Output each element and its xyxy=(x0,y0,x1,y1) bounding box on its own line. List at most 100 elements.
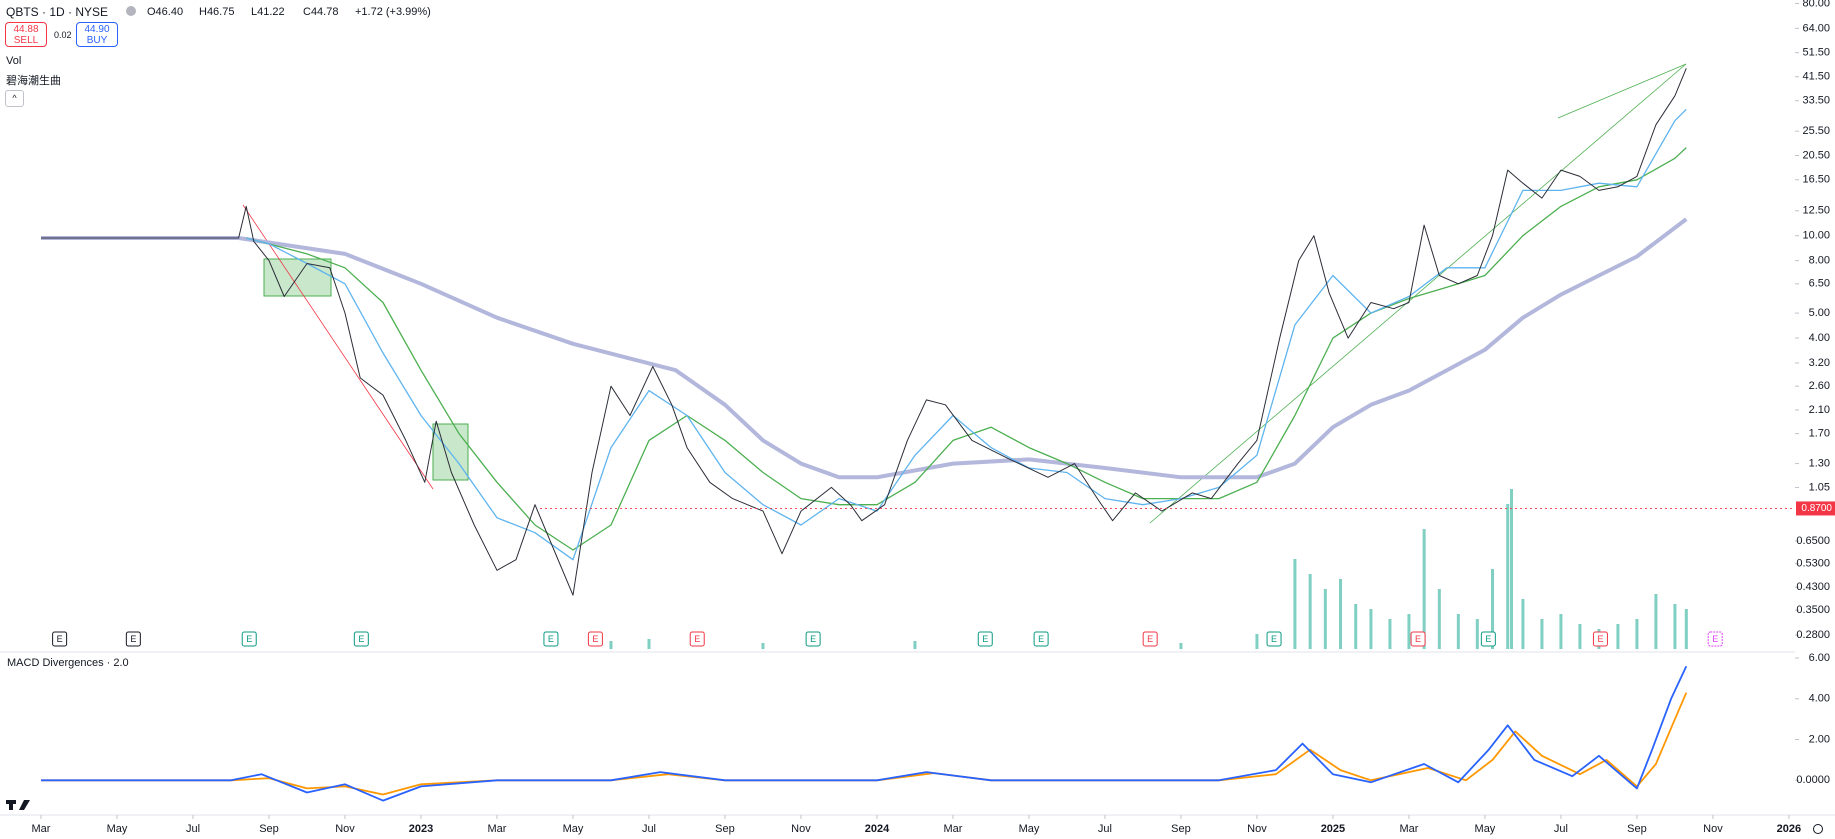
earnings-label: E xyxy=(1485,634,1491,644)
earnings-label: E xyxy=(358,634,364,644)
x-tick-label: Nov xyxy=(791,823,811,835)
high: H46.75 xyxy=(199,6,235,18)
y-tick-label: 80.00 xyxy=(1802,0,1830,9)
y-tick-label: 1.05 xyxy=(1809,481,1830,493)
volume-bar xyxy=(1354,604,1358,649)
earnings-label: E xyxy=(1597,634,1603,644)
volume-bar xyxy=(1578,624,1582,649)
y-tick-label: 0.0000 xyxy=(1796,774,1830,786)
y-tick-label: 1.30 xyxy=(1809,457,1830,469)
y-tick-label: 6.50 xyxy=(1809,278,1830,290)
earnings-marker xyxy=(1033,631,1049,647)
earnings-label: E xyxy=(694,634,700,644)
earnings-marker xyxy=(353,631,369,647)
x-tick-label: 2024 xyxy=(865,823,890,835)
x-tick-label: Mar xyxy=(488,823,507,835)
buy-button[interactable]: 44.90 BUY xyxy=(76,22,118,47)
series-line xyxy=(41,68,1687,596)
earnings-label: E xyxy=(982,634,988,644)
trend-line xyxy=(1149,63,1687,524)
series-line xyxy=(41,692,1688,796)
volume-bar xyxy=(1308,574,1312,649)
earnings-marker xyxy=(587,631,603,647)
open: O46.40 xyxy=(147,6,184,18)
x-tick-label: Sep xyxy=(259,823,279,835)
x-tick-label: 2026 xyxy=(1777,823,1801,835)
y-tick-label: 0.6500 xyxy=(1796,535,1830,547)
series-line xyxy=(246,147,1687,551)
close: C44.78 xyxy=(303,6,339,18)
y-tick-label: 0.2800 xyxy=(1796,629,1830,641)
price-label-bg xyxy=(1796,501,1835,516)
volume-bar xyxy=(1369,609,1373,649)
earnings-label: E xyxy=(1271,634,1277,644)
y-tick-label: 2.60 xyxy=(1809,380,1830,392)
volume-bar xyxy=(1456,614,1460,649)
trend-line xyxy=(1557,63,1687,119)
y-tick-label: 41.50 xyxy=(1802,71,1830,83)
y-tick-label: 4.00 xyxy=(1809,693,1830,705)
earnings-marker xyxy=(1707,631,1723,647)
volume-bar xyxy=(1616,624,1620,649)
collapse-button[interactable]: ^ xyxy=(5,90,24,107)
series-line xyxy=(246,108,1687,561)
x-tick-label: Sep xyxy=(1171,823,1191,835)
y-tick-label: 20.50 xyxy=(1802,149,1830,161)
earnings-marker xyxy=(977,631,993,647)
x-tick-label: Jul xyxy=(1554,823,1568,835)
volume-bar xyxy=(1684,609,1688,649)
tv-logo xyxy=(6,800,30,810)
volume-bar xyxy=(1635,619,1639,649)
sell-button[interactable]: 44.88 SELL xyxy=(5,22,47,47)
sell-price: 44.88 xyxy=(13,24,39,35)
earnings-label: E xyxy=(1712,634,1718,644)
y-tick-label: 2.10 xyxy=(1809,404,1830,416)
x-tick-label: Nov xyxy=(1247,823,1267,835)
y-tick-label: 0.5300 xyxy=(1796,558,1830,570)
earnings-label: E xyxy=(810,634,816,644)
volume-bar xyxy=(1255,634,1259,649)
volume-bar xyxy=(1323,589,1327,649)
earnings-marker xyxy=(125,631,141,647)
earnings-label: E xyxy=(130,634,136,644)
earnings-label: E xyxy=(1147,634,1153,644)
y-tick-label: 0.4300 xyxy=(1796,581,1830,593)
spread: 0.02 xyxy=(54,30,72,40)
volume-bar xyxy=(1339,579,1343,649)
sell-label: SELL xyxy=(13,35,39,46)
y-tick-label: 25.50 xyxy=(1802,125,1830,137)
x-tick-label: 2025 xyxy=(1321,823,1345,835)
x-tick-label: May xyxy=(563,823,584,835)
x-tick-label: May xyxy=(107,823,128,835)
y-tick-label: 0.3500 xyxy=(1796,604,1830,616)
earnings-marker xyxy=(1410,631,1426,647)
volume-bar xyxy=(647,639,651,649)
x-tick-label: May xyxy=(1475,823,1496,835)
trend-line xyxy=(242,204,434,490)
y-tick-label: 6.00 xyxy=(1809,652,1830,664)
price-label: 0.8700 xyxy=(1801,503,1832,514)
y-tick-label: 10.00 xyxy=(1802,230,1830,242)
volume-bar xyxy=(1437,589,1441,649)
volume-bar xyxy=(761,643,765,649)
y-tick-label: 4.00 xyxy=(1809,332,1830,344)
x-tick-label: 2023 xyxy=(409,823,433,835)
x-tick-label: Jul xyxy=(642,823,656,835)
y-tick-label: 1.70 xyxy=(1809,428,1830,440)
y-tick-label: 3.20 xyxy=(1809,357,1830,369)
indicator-name: Vol xyxy=(6,55,22,67)
series-line xyxy=(41,217,1688,480)
earnings-marker xyxy=(241,631,257,647)
volume-bar xyxy=(1407,614,1411,649)
earnings-label: E xyxy=(592,634,598,644)
low: L41.22 xyxy=(251,6,285,18)
volume-bar xyxy=(1475,619,1479,649)
earnings-marker xyxy=(52,631,68,647)
volume-bar xyxy=(1673,604,1677,649)
volume-bar xyxy=(1559,614,1563,649)
volume-bar xyxy=(1388,619,1392,649)
earnings-label: E xyxy=(1415,634,1421,644)
x-tick-label: Nov xyxy=(1703,823,1723,835)
volume-bar xyxy=(913,641,917,649)
